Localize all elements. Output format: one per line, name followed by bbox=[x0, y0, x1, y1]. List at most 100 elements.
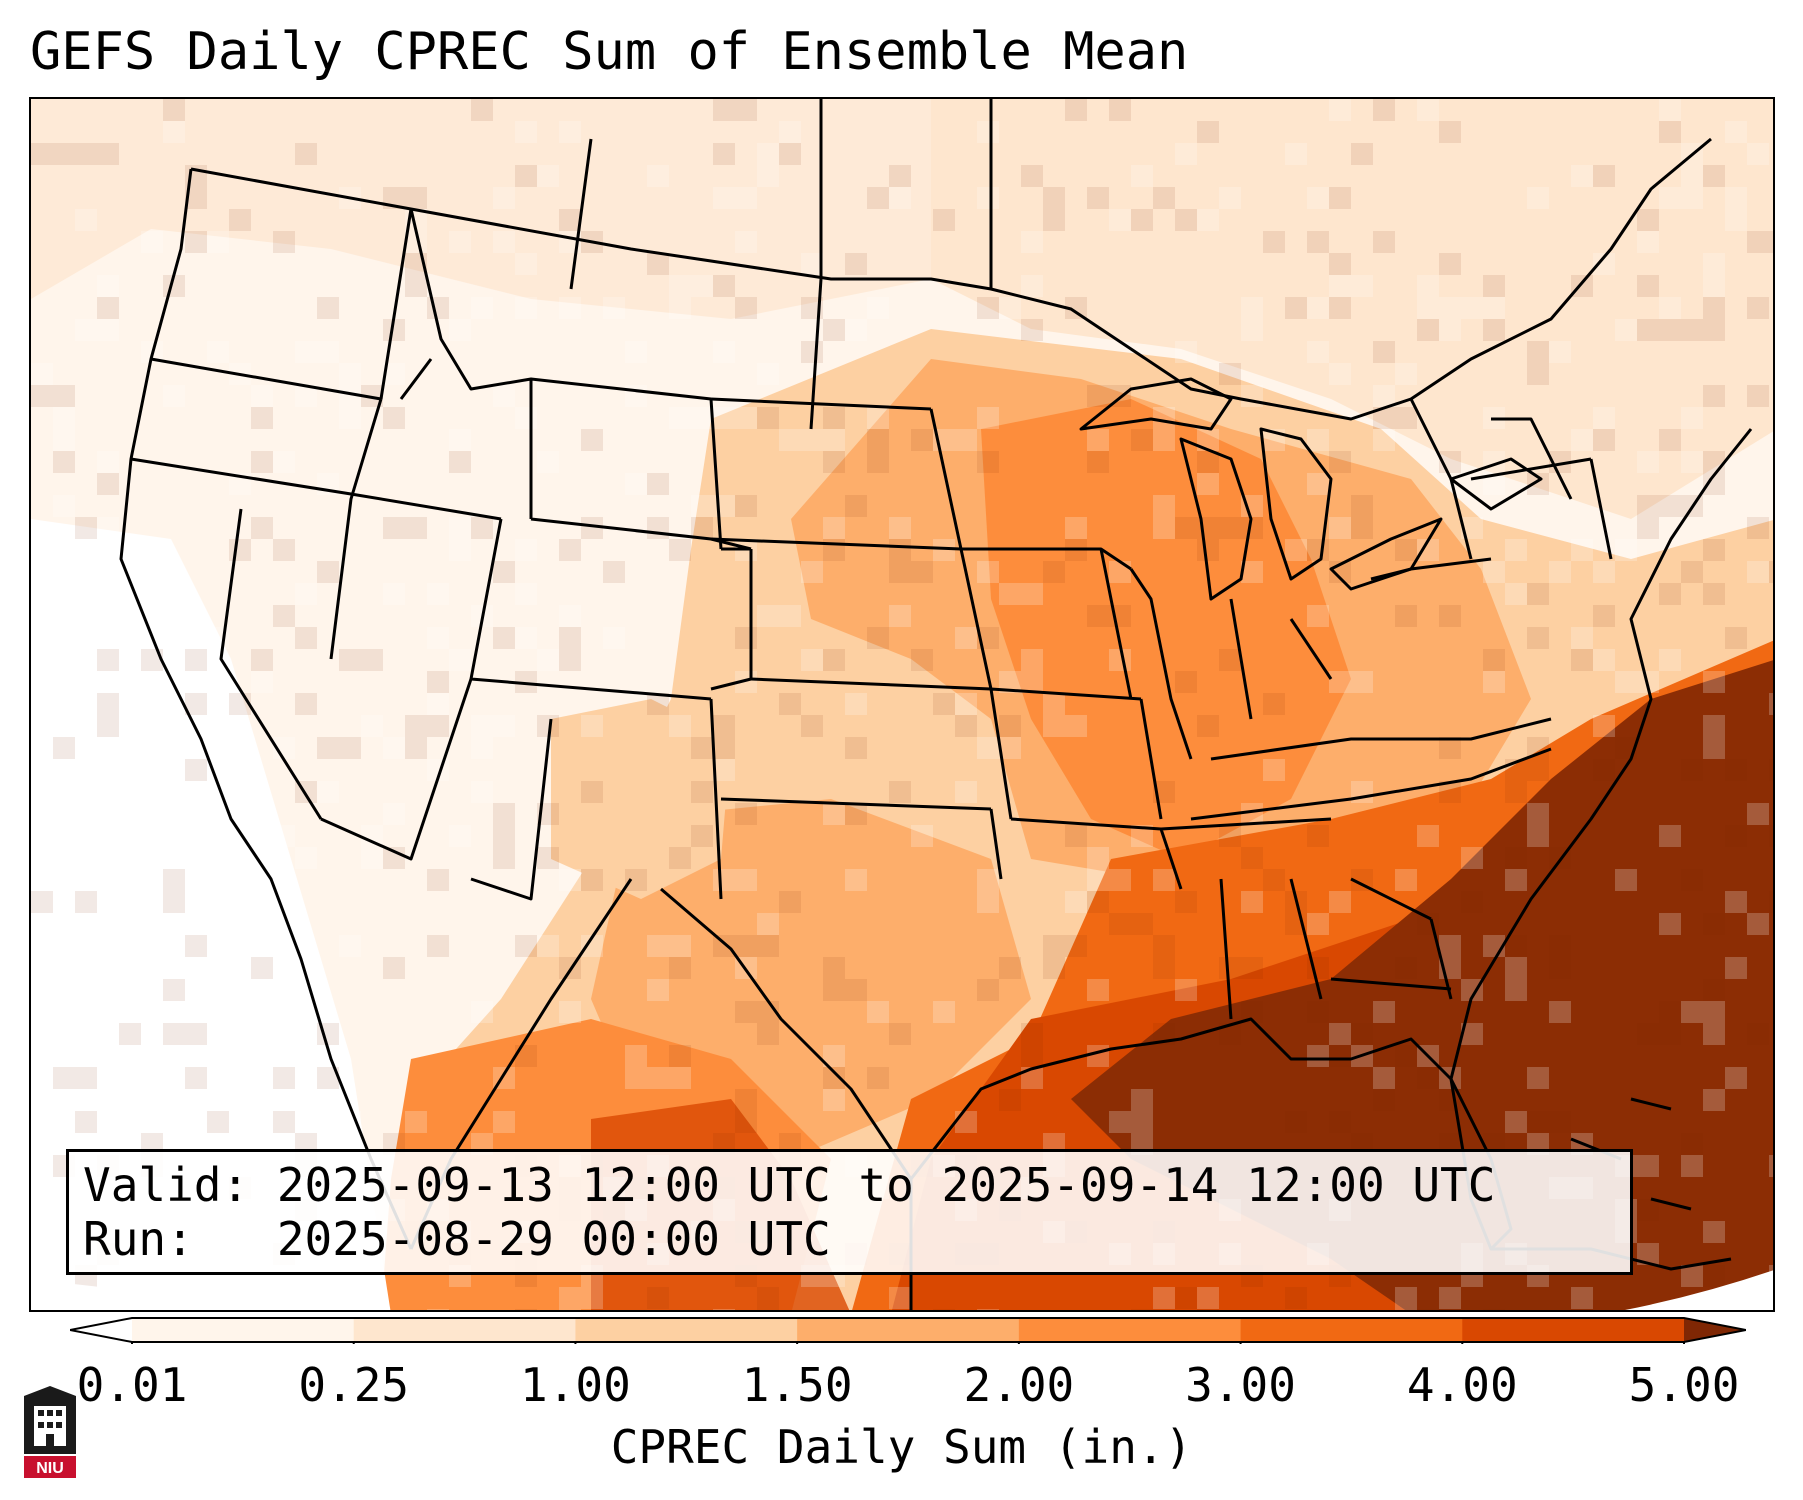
grid-cell bbox=[449, 825, 471, 847]
grid-cell bbox=[1703, 979, 1725, 1001]
grid-cell bbox=[427, 693, 449, 715]
grid-cell bbox=[977, 1309, 999, 1310]
grid-cell bbox=[1593, 605, 1615, 627]
grid-cell bbox=[515, 1309, 537, 1310]
grid-cell bbox=[163, 979, 185, 1001]
grid-cell bbox=[1483, 275, 1505, 297]
grid-cell bbox=[955, 693, 977, 715]
grid-cell bbox=[1263, 869, 1285, 891]
grid-cell bbox=[1175, 517, 1197, 539]
grid-cell bbox=[1593, 715, 1615, 737]
grid-cell bbox=[1769, 561, 1773, 583]
grid-cell bbox=[185, 913, 207, 935]
grid-cell bbox=[1439, 781, 1461, 803]
grid-cell bbox=[427, 671, 449, 693]
grid-cell bbox=[713, 275, 735, 297]
grid-cell bbox=[97, 297, 119, 319]
grid-cell bbox=[229, 209, 251, 231]
grid-cell bbox=[1351, 495, 1373, 517]
grid-cell bbox=[1637, 451, 1659, 473]
grid-cell bbox=[185, 187, 207, 209]
grid-cell bbox=[1505, 1111, 1527, 1133]
grid-cell bbox=[1373, 407, 1395, 429]
grid-cell bbox=[295, 385, 317, 407]
grid-cell bbox=[1593, 253, 1615, 275]
grid-cell bbox=[933, 693, 955, 715]
grid-cell bbox=[1505, 957, 1527, 979]
grid-cell bbox=[53, 825, 75, 847]
grid-cell bbox=[339, 407, 361, 429]
grid-cell bbox=[1373, 1067, 1395, 1089]
grid-cell bbox=[1395, 1309, 1417, 1310]
grid-cell bbox=[1241, 319, 1263, 341]
grid-cell bbox=[1725, 187, 1747, 209]
grid-cell bbox=[1505, 539, 1527, 561]
grid-cell bbox=[1703, 539, 1725, 561]
grid-cell bbox=[1241, 561, 1263, 583]
grid-cell bbox=[1439, 121, 1461, 143]
colorbar-tick-label: 1.00 bbox=[520, 1358, 631, 1412]
grid-cell bbox=[1505, 781, 1527, 803]
grid-cell bbox=[559, 539, 581, 561]
grid-cell bbox=[1087, 385, 1109, 407]
grid-cell bbox=[119, 803, 141, 825]
grid-cell bbox=[1439, 1287, 1461, 1309]
grid-cell bbox=[1329, 1111, 1351, 1133]
grid-cell bbox=[1527, 737, 1549, 759]
grid-cell bbox=[163, 121, 185, 143]
grid-cell bbox=[1241, 495, 1263, 517]
grid-cell bbox=[779, 605, 801, 627]
grid-cell bbox=[1109, 1111, 1131, 1133]
grid-cell bbox=[317, 737, 339, 759]
grid-cell bbox=[185, 1023, 207, 1045]
projection-edge-left bbox=[31, 1279, 338, 1310]
grid-cell bbox=[1307, 231, 1329, 253]
grid-cell bbox=[1681, 1265, 1703, 1287]
grid-cell bbox=[97, 275, 119, 297]
grid-cell bbox=[1505, 847, 1527, 869]
grid-cell bbox=[449, 451, 471, 473]
grid-cell bbox=[1747, 385, 1769, 407]
grid-cell bbox=[801, 341, 823, 363]
grid-cell bbox=[53, 385, 75, 407]
grid-cell bbox=[163, 935, 185, 957]
grid-cell bbox=[867, 429, 889, 451]
grid-cell bbox=[735, 1001, 757, 1023]
grid-cell bbox=[735, 1111, 757, 1133]
grid-cell bbox=[1131, 1111, 1153, 1133]
colorbar-segment bbox=[1018, 1318, 1242, 1342]
grid-cell bbox=[1219, 825, 1241, 847]
grid-cell bbox=[823, 429, 845, 451]
grid-cell bbox=[75, 935, 97, 957]
grid-cell bbox=[1395, 539, 1417, 561]
grid-cell bbox=[449, 517, 471, 539]
grid-cell bbox=[1659, 649, 1681, 671]
grid-cell bbox=[1021, 1023, 1043, 1045]
grid-cell bbox=[1241, 891, 1263, 913]
grid-cell bbox=[713, 187, 735, 209]
grid-cell bbox=[185, 231, 207, 253]
grid-cell bbox=[889, 1287, 911, 1309]
grid-cell bbox=[713, 1309, 735, 1310]
grid-cell bbox=[1065, 517, 1087, 539]
grid-cell bbox=[1021, 231, 1043, 253]
colorbar-segment bbox=[1462, 1318, 1685, 1342]
grid-cell bbox=[273, 231, 295, 253]
grid-cell bbox=[1483, 649, 1505, 671]
grid-cell bbox=[75, 209, 97, 231]
grid-cell bbox=[449, 319, 471, 341]
grid-cell bbox=[757, 1309, 779, 1310]
grid-cell bbox=[1637, 319, 1659, 341]
grid-cell bbox=[1175, 979, 1197, 1001]
grid-cell bbox=[1241, 297, 1263, 319]
grid-cell bbox=[1637, 1243, 1659, 1265]
grid-cell bbox=[713, 759, 735, 781]
grid-cell bbox=[1197, 1309, 1219, 1310]
grid-cell bbox=[1769, 693, 1773, 715]
grid-cell bbox=[1681, 1133, 1703, 1155]
grid-cell bbox=[251, 957, 273, 979]
grid-cell bbox=[1747, 1023, 1769, 1045]
grid-cell bbox=[977, 979, 999, 1001]
grid-cell bbox=[339, 935, 361, 957]
colorbar-tick-label: 3.00 bbox=[1185, 1358, 1296, 1412]
